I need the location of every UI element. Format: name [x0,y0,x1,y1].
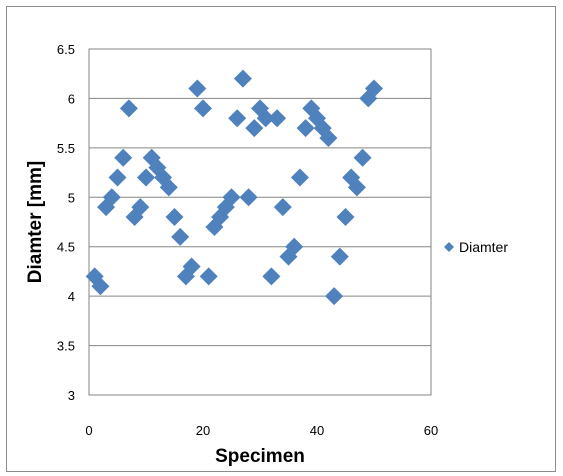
x-axis-title: Specimen [215,446,305,467]
data-point [188,79,207,98]
data-point [256,109,275,128]
x-tick-label: 0 [85,423,92,438]
data-point [330,247,349,266]
data-point [194,99,212,118]
data-point [239,188,258,207]
data-point [137,168,155,187]
data-point [125,208,144,227]
y-tick-label: 5 [68,190,75,205]
scatter-chart: 3 3.5 4 4.5 5 5.5 6 6.5 0 20 40 60 Specimen Diamte… [25,42,508,467]
data-point [285,237,304,256]
data-point [262,267,281,286]
y-axis-tick-labels: 3 3.5 4 4.5 5 5.5 6 6.5 [57,42,75,403]
data-point [228,109,247,128]
legend: Diamter [444,239,508,255]
data-point [222,188,241,207]
data-point [159,178,178,197]
y-axis-title: Diamter [mm] [25,161,46,283]
x-tick-label: 20 [196,423,210,438]
chart-area: 3 3.5 4 4.5 5 5.5 6 6.5 0 20 40 60 Specimen Diamte… [6,6,556,472]
y-tick-label: 6 [68,91,75,106]
data-point [91,277,110,296]
x-axis-tick-labels: 0 20 40 60 [85,423,438,438]
data-point [171,227,190,246]
data-points [85,69,383,306]
y-tick-label: 4 [68,289,75,304]
data-point [336,208,355,227]
data-point [325,287,344,306]
y-tick-label: 3 [68,388,75,403]
data-point [108,168,127,187]
data-point [290,168,309,187]
gridlines [89,48,431,396]
plot-area-border [88,48,432,396]
data-point [353,148,372,167]
y-tick-label: 5.5 [57,141,75,156]
data-point [268,109,287,128]
data-point [233,69,252,88]
legend-label: Diamter [459,239,508,255]
data-point [119,99,138,118]
data-point [131,198,150,217]
data-point [182,257,201,276]
data-point [347,178,366,197]
x-tick-label: 40 [310,423,324,438]
legend-marker-icon [444,242,454,252]
data-point [245,119,264,138]
data-point [199,267,218,286]
data-point [102,188,121,207]
x-tick-label: 60 [424,423,438,438]
data-point [273,198,292,217]
y-tick-label: 3.5 [57,339,75,354]
data-point [296,119,315,138]
data-point [165,208,184,227]
y-tick-label: 6.5 [57,42,75,57]
data-point [319,128,338,147]
data-point [365,79,383,98]
data-point [114,148,133,167]
y-tick-label: 4.5 [57,240,75,255]
